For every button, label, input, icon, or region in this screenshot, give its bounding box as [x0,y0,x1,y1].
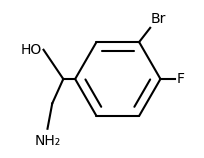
Text: HO: HO [21,43,42,57]
Text: F: F [176,72,184,86]
Text: NH₂: NH₂ [34,134,61,148]
Text: Br: Br [151,12,166,26]
